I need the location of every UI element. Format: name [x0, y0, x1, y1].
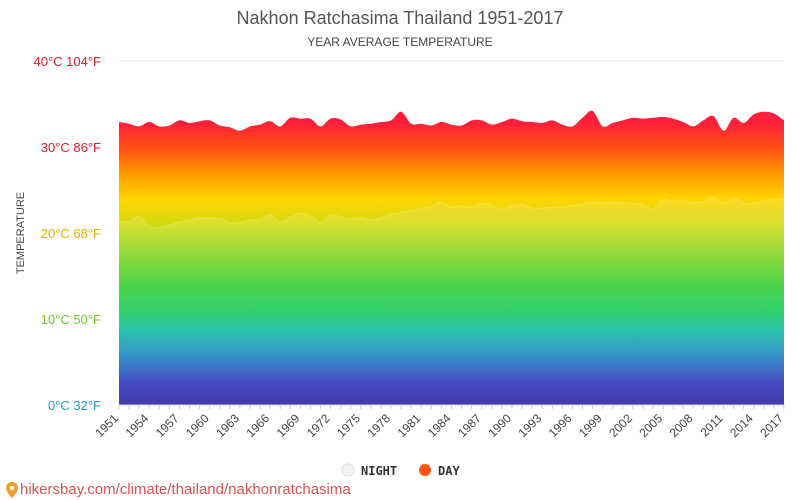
x-tick-label-4: 1963 — [213, 411, 242, 440]
legend-item-night[interactable]: NIGHT — [341, 463, 397, 478]
y-axis-ticks: 40°C 104°F 30°C 86°F 20°C 68°F 10°C 50°F 0°C… — [34, 54, 102, 413]
day-series-area — [119, 110, 784, 405]
x-tick-label-15: 1996 — [546, 411, 575, 440]
x-tick-label-13: 1990 — [485, 411, 514, 440]
x-tick-label-10: 1981 — [395, 411, 424, 440]
legend-item-day[interactable]: DAY — [419, 464, 460, 478]
x-tick-label-21: 2014 — [727, 411, 756, 440]
x-tick-label-11: 1984 — [425, 411, 454, 440]
x-tick-label-14: 1993 — [516, 411, 545, 440]
source-link[interactable]: hikersbay.com/climate/thailand/nakhonrat… — [6, 481, 351, 498]
chart-subtitle: YEAR AVERAGE TEMPERATURE — [307, 35, 492, 49]
legend: NIGHT DAY — [341, 463, 460, 478]
legend-label-day: DAY — [438, 464, 460, 478]
x-axis: 1951 1954 1957 1960 1963 1966 1969 1972 1975 1978… — [92, 404, 786, 440]
legend-marker-day — [419, 464, 431, 476]
x-tick-label-16: 1999 — [576, 411, 605, 440]
y-tick-label-4: 0°C 32°F — [48, 398, 101, 413]
x-tick-label-7: 1972 — [304, 411, 333, 440]
location-pin-dot — [9, 485, 15, 491]
chart-title: Nakhon Ratchasima Thailand 1951-2017 — [237, 8, 564, 28]
x-tick-label-2: 1957 — [153, 411, 182, 440]
x-tick-label-22: 2017 — [757, 411, 786, 440]
x-tick-label-8: 1975 — [334, 411, 363, 440]
x-tick-label-19: 2008 — [667, 411, 696, 440]
x-tick-label-1: 1954 — [123, 411, 152, 440]
night-series-line — [118, 196, 785, 229]
night-series-area — [119, 196, 784, 405]
x-tick-label-9: 1978 — [364, 411, 393, 440]
y-axis-label: TEMPERATURE — [15, 192, 27, 274]
x-tick-label-18: 2005 — [636, 411, 665, 440]
source-url: hikersbay.com/climate/thailand/nakhonrat… — [20, 481, 351, 498]
x-tick-label-6: 1969 — [274, 411, 303, 440]
legend-label-night: NIGHT — [361, 464, 397, 478]
x-tick-label-5: 1966 — [243, 411, 272, 440]
y-tick-label-1: 30°C 86°F — [41, 140, 101, 155]
y-tick-label-2: 20°C 68°F — [41, 226, 101, 241]
x-tick-label-0: 1951 — [92, 411, 121, 440]
x-tick-label-17: 2002 — [606, 411, 635, 440]
x-tick-label-12: 1987 — [455, 411, 484, 440]
y-tick-label-0: 40°C 104°F — [34, 54, 102, 69]
plot-areas — [118, 110, 785, 405]
x-tick-label-3: 1960 — [183, 411, 212, 440]
legend-marker-night — [341, 463, 355, 477]
x-tick-label-20: 2011 — [698, 411, 726, 439]
y-tick-label-3: 10°C 50°F — [41, 312, 101, 327]
